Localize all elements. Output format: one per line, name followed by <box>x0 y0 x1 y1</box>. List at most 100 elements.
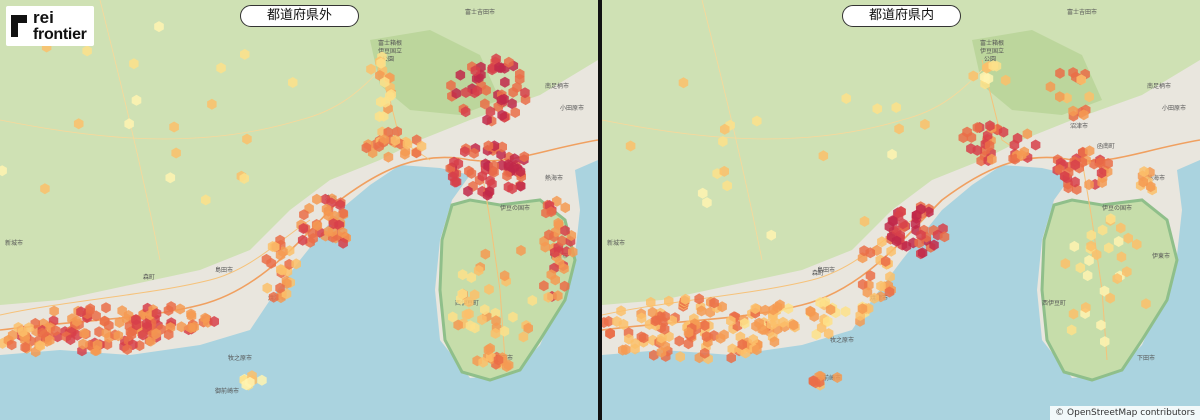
hexbin-cell <box>242 133 252 145</box>
hexbin-cell <box>308 233 318 244</box>
hexbin-cell <box>1122 266 1132 278</box>
hexbin-cell <box>816 322 827 334</box>
label-shinshiro: 新城市 <box>5 239 23 247</box>
hexbin-cell <box>1082 270 1093 282</box>
hexbin-cell <box>124 118 134 130</box>
hexbin-cell <box>1062 92 1072 104</box>
map-panel-inside[interactable]: 富士箱根 伊豆国立 公園 南足柄市 小田原市 富士吉田市 伊豆の国市 伊東市 熱… <box>602 0 1200 420</box>
hexbin-cell <box>123 310 134 321</box>
hexbin-cell <box>748 334 758 345</box>
hexbin-cell <box>50 325 61 337</box>
hexbin-cell <box>489 166 499 178</box>
hexbin-cell <box>518 331 529 343</box>
hexbin-cell <box>910 218 921 230</box>
hexbin-cell <box>501 361 512 372</box>
label-fuji-park-1: 富士箱根 <box>378 39 402 47</box>
hexbin-cell <box>477 170 488 182</box>
hexbin-cell <box>473 265 484 276</box>
hexbin-cell <box>453 319 463 331</box>
hexbin-cell <box>122 343 132 355</box>
hexbin-cell <box>1084 179 1094 191</box>
hexbin-cell <box>374 111 385 122</box>
hexbin-cell <box>768 311 778 323</box>
hexbin-cell <box>209 316 219 327</box>
hexbin-cell <box>129 58 139 70</box>
label-shimada: 島田市 <box>215 266 233 274</box>
minor-road <box>602 69 983 140</box>
panel-divider <box>598 0 602 420</box>
hexbin-cell <box>288 77 298 88</box>
hexbin-cell <box>1081 302 1091 313</box>
hexbin-cell <box>546 206 556 218</box>
hexbin-cell <box>504 56 514 68</box>
hexbin-cell <box>1132 238 1142 250</box>
hexbin-cell <box>101 302 111 314</box>
hexbin-cell <box>605 328 615 340</box>
label-izunokuni: 伊豆の国市 <box>500 204 530 212</box>
hexbin-cell <box>461 87 471 98</box>
hexbin-cell <box>72 315 82 327</box>
hexbin-cell <box>510 107 520 118</box>
hexbin-cell <box>740 347 751 359</box>
hexbin-cell <box>402 138 413 150</box>
hexbin-cell <box>386 89 396 101</box>
hexbin-cell <box>1091 249 1102 261</box>
hexbin-cell <box>483 140 494 152</box>
hexbin-cell <box>625 140 636 152</box>
hexbin-cell <box>455 69 466 81</box>
hexbin-cell <box>114 317 125 328</box>
hexbin-cell <box>500 76 510 88</box>
hexbin-cell <box>497 141 507 153</box>
hexbin-cell <box>1099 285 1110 297</box>
hexbin-cell <box>1070 176 1080 188</box>
hexbin-cell <box>675 351 685 363</box>
map-canvas-inside[interactable]: 富士箱根 伊豆国立 公園 南足柄市 小田原市 富士吉田市 伊豆の国市 伊東市 熱… <box>602 0 1200 420</box>
hexbin-cell <box>493 354 504 366</box>
hexbin-cell <box>760 304 771 316</box>
hexbin-cell <box>7 329 18 341</box>
hexbin-cell <box>480 98 490 110</box>
hexbin-cell <box>539 280 549 292</box>
hexbin-cell <box>383 151 394 163</box>
hexbin-cell <box>499 270 510 282</box>
hexbin-cell <box>240 48 250 60</box>
map-attribution[interactable]: © OpenStreetMap contributors <box>1050 406 1200 420</box>
label-atami: 熱海市 <box>1147 174 1165 182</box>
hexbin-cell <box>338 207 348 219</box>
hexbin-cell <box>257 374 267 386</box>
hexbin-cell <box>876 280 886 292</box>
hexbin-cell <box>379 134 389 146</box>
panel-title-outside: 都道府県外 <box>240 5 360 27</box>
map-canvas-outside[interactable]: 富士箱根 伊豆国立 公園 南足柄市 小田原市 富士吉田市 伊豆の国市 伊東市 熱… <box>0 0 598 420</box>
label-ito: 伊東市 <box>1152 252 1170 260</box>
hexbin-cell <box>894 123 904 135</box>
hexbin-cell <box>49 305 59 317</box>
hexbin-cell <box>1086 229 1097 241</box>
map-panel-outside[interactable]: 富士箱根 伊豆国立 公園 南足柄市 小田原市 富士吉田市 伊豆の国市 伊東市 熱… <box>0 0 598 420</box>
hexbin-cell <box>720 123 730 135</box>
label-numazu: 沼津市 <box>1070 122 1088 130</box>
hexbin-cell <box>1113 236 1124 247</box>
hexbin-cell <box>519 151 529 163</box>
hexbin-cell <box>924 206 934 218</box>
hexbin-cell <box>1139 166 1149 178</box>
hexbin-cell <box>79 328 89 339</box>
hexbin-cell <box>0 165 7 177</box>
hexbin-cell <box>366 63 376 75</box>
hexbin-cell <box>636 312 647 324</box>
hexbin-cell <box>485 106 496 118</box>
hexbin-cell <box>268 291 279 303</box>
label-fuji-park-3: 公園 <box>984 56 996 63</box>
label-shinshiro: 新城市 <box>607 239 625 247</box>
hexbin-cell <box>639 332 649 344</box>
hexbin-cell <box>540 241 550 253</box>
hexbin-cell <box>275 234 285 246</box>
hexbin-cell <box>146 335 156 347</box>
hexbin-cell <box>1112 273 1122 285</box>
hexbin-cell <box>887 148 897 160</box>
hexbin-cell <box>1084 255 1094 266</box>
hexbin-cell <box>1076 74 1086 86</box>
hexbin-cell <box>1070 159 1080 171</box>
hexbin-cell <box>20 341 30 353</box>
hexbin-cell <box>618 344 628 356</box>
